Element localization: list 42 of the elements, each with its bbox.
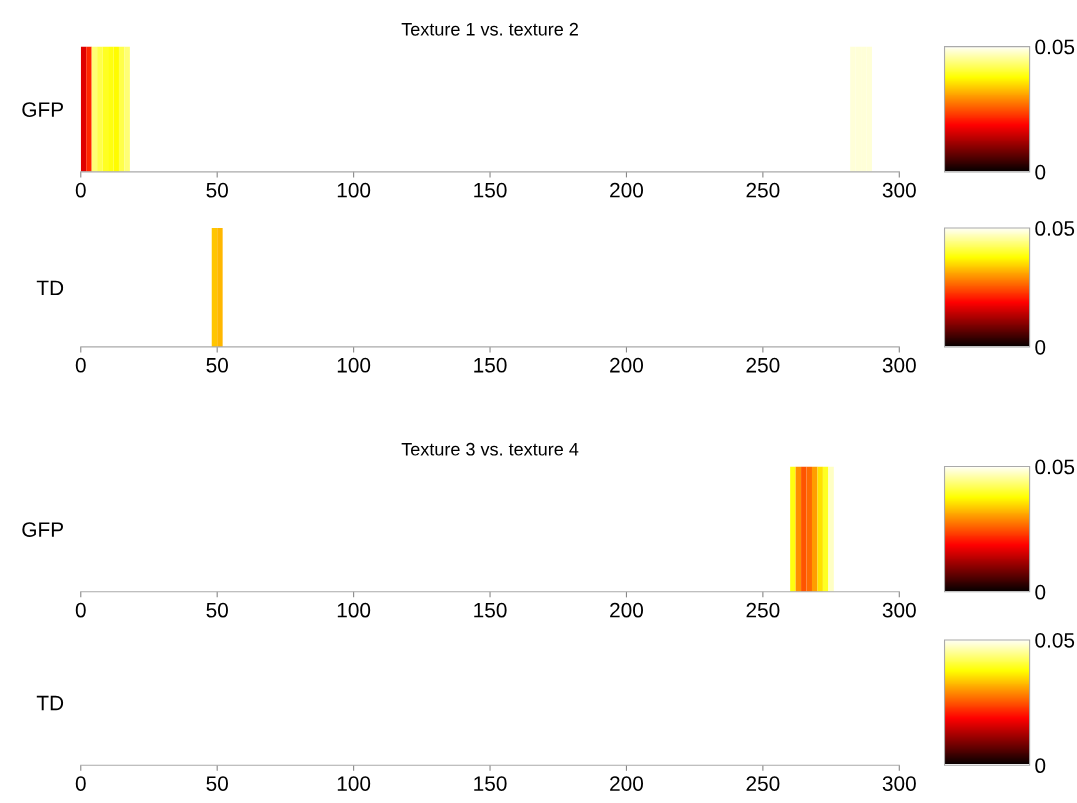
x-tick-label: 250 [746,776,780,791]
chart-title: Texture 1 vs. texture 2 [401,22,578,36]
x-tick-label: 300 [882,357,916,373]
x-tick-label: 200 [610,182,644,198]
x-tick-label: 50 [206,182,228,198]
x-tick-label: 50 [206,776,228,791]
x-tick-label: 250 [746,357,780,373]
x-tick-label: 200 [610,776,644,791]
x-tick-label: 200 [610,357,644,373]
x-tick-label: 100 [337,182,371,198]
color-bar-label: 0 [1035,584,1046,600]
x-tick-label: 50 [206,602,228,618]
x-tick-label: 50 [206,357,228,373]
color-bar-label: 0 [1035,758,1046,774]
x-tick-label: 100 [337,776,371,791]
x-tick-label: 300 [882,602,916,618]
x-tick-label: 0 [75,357,86,373]
color-bar-label: 0 [1035,164,1046,180]
y-tick-label: GFP [22,522,64,537]
y-tick-label: TD [36,695,64,711]
x-tick-label: 150 [474,357,507,373]
chart-title: Texture 3 vs. texture 4 [401,442,579,456]
x-tick-label: 100 [337,602,371,618]
x-tick-label: 200 [610,602,644,618]
x-tick-label: 250 [746,602,780,618]
x-tick-label: 100 [337,357,371,373]
x-tick-label: 150 [474,602,507,618]
x-tick-label: 150 [474,776,507,791]
color-bar-label: 0.05 [1035,39,1075,55]
x-tick-label: 300 [882,776,916,791]
color-bar-label: 0 [1035,339,1046,355]
x-tick-label: 0 [75,776,86,791]
color-bar-label: 0.05 [1035,632,1075,648]
y-tick-label: GFP [22,102,64,117]
color-bar-label: 0.05 [1035,221,1075,236]
x-tick-label: 300 [882,182,916,198]
x-tick-label: 0 [75,182,86,198]
y-tick-label: TD [36,280,64,296]
x-tick-label: 150 [474,182,507,198]
x-tick-label: 0 [75,602,86,618]
x-tick-label: 250 [746,182,780,198]
color-bar-label: 0.05 [1035,459,1075,475]
